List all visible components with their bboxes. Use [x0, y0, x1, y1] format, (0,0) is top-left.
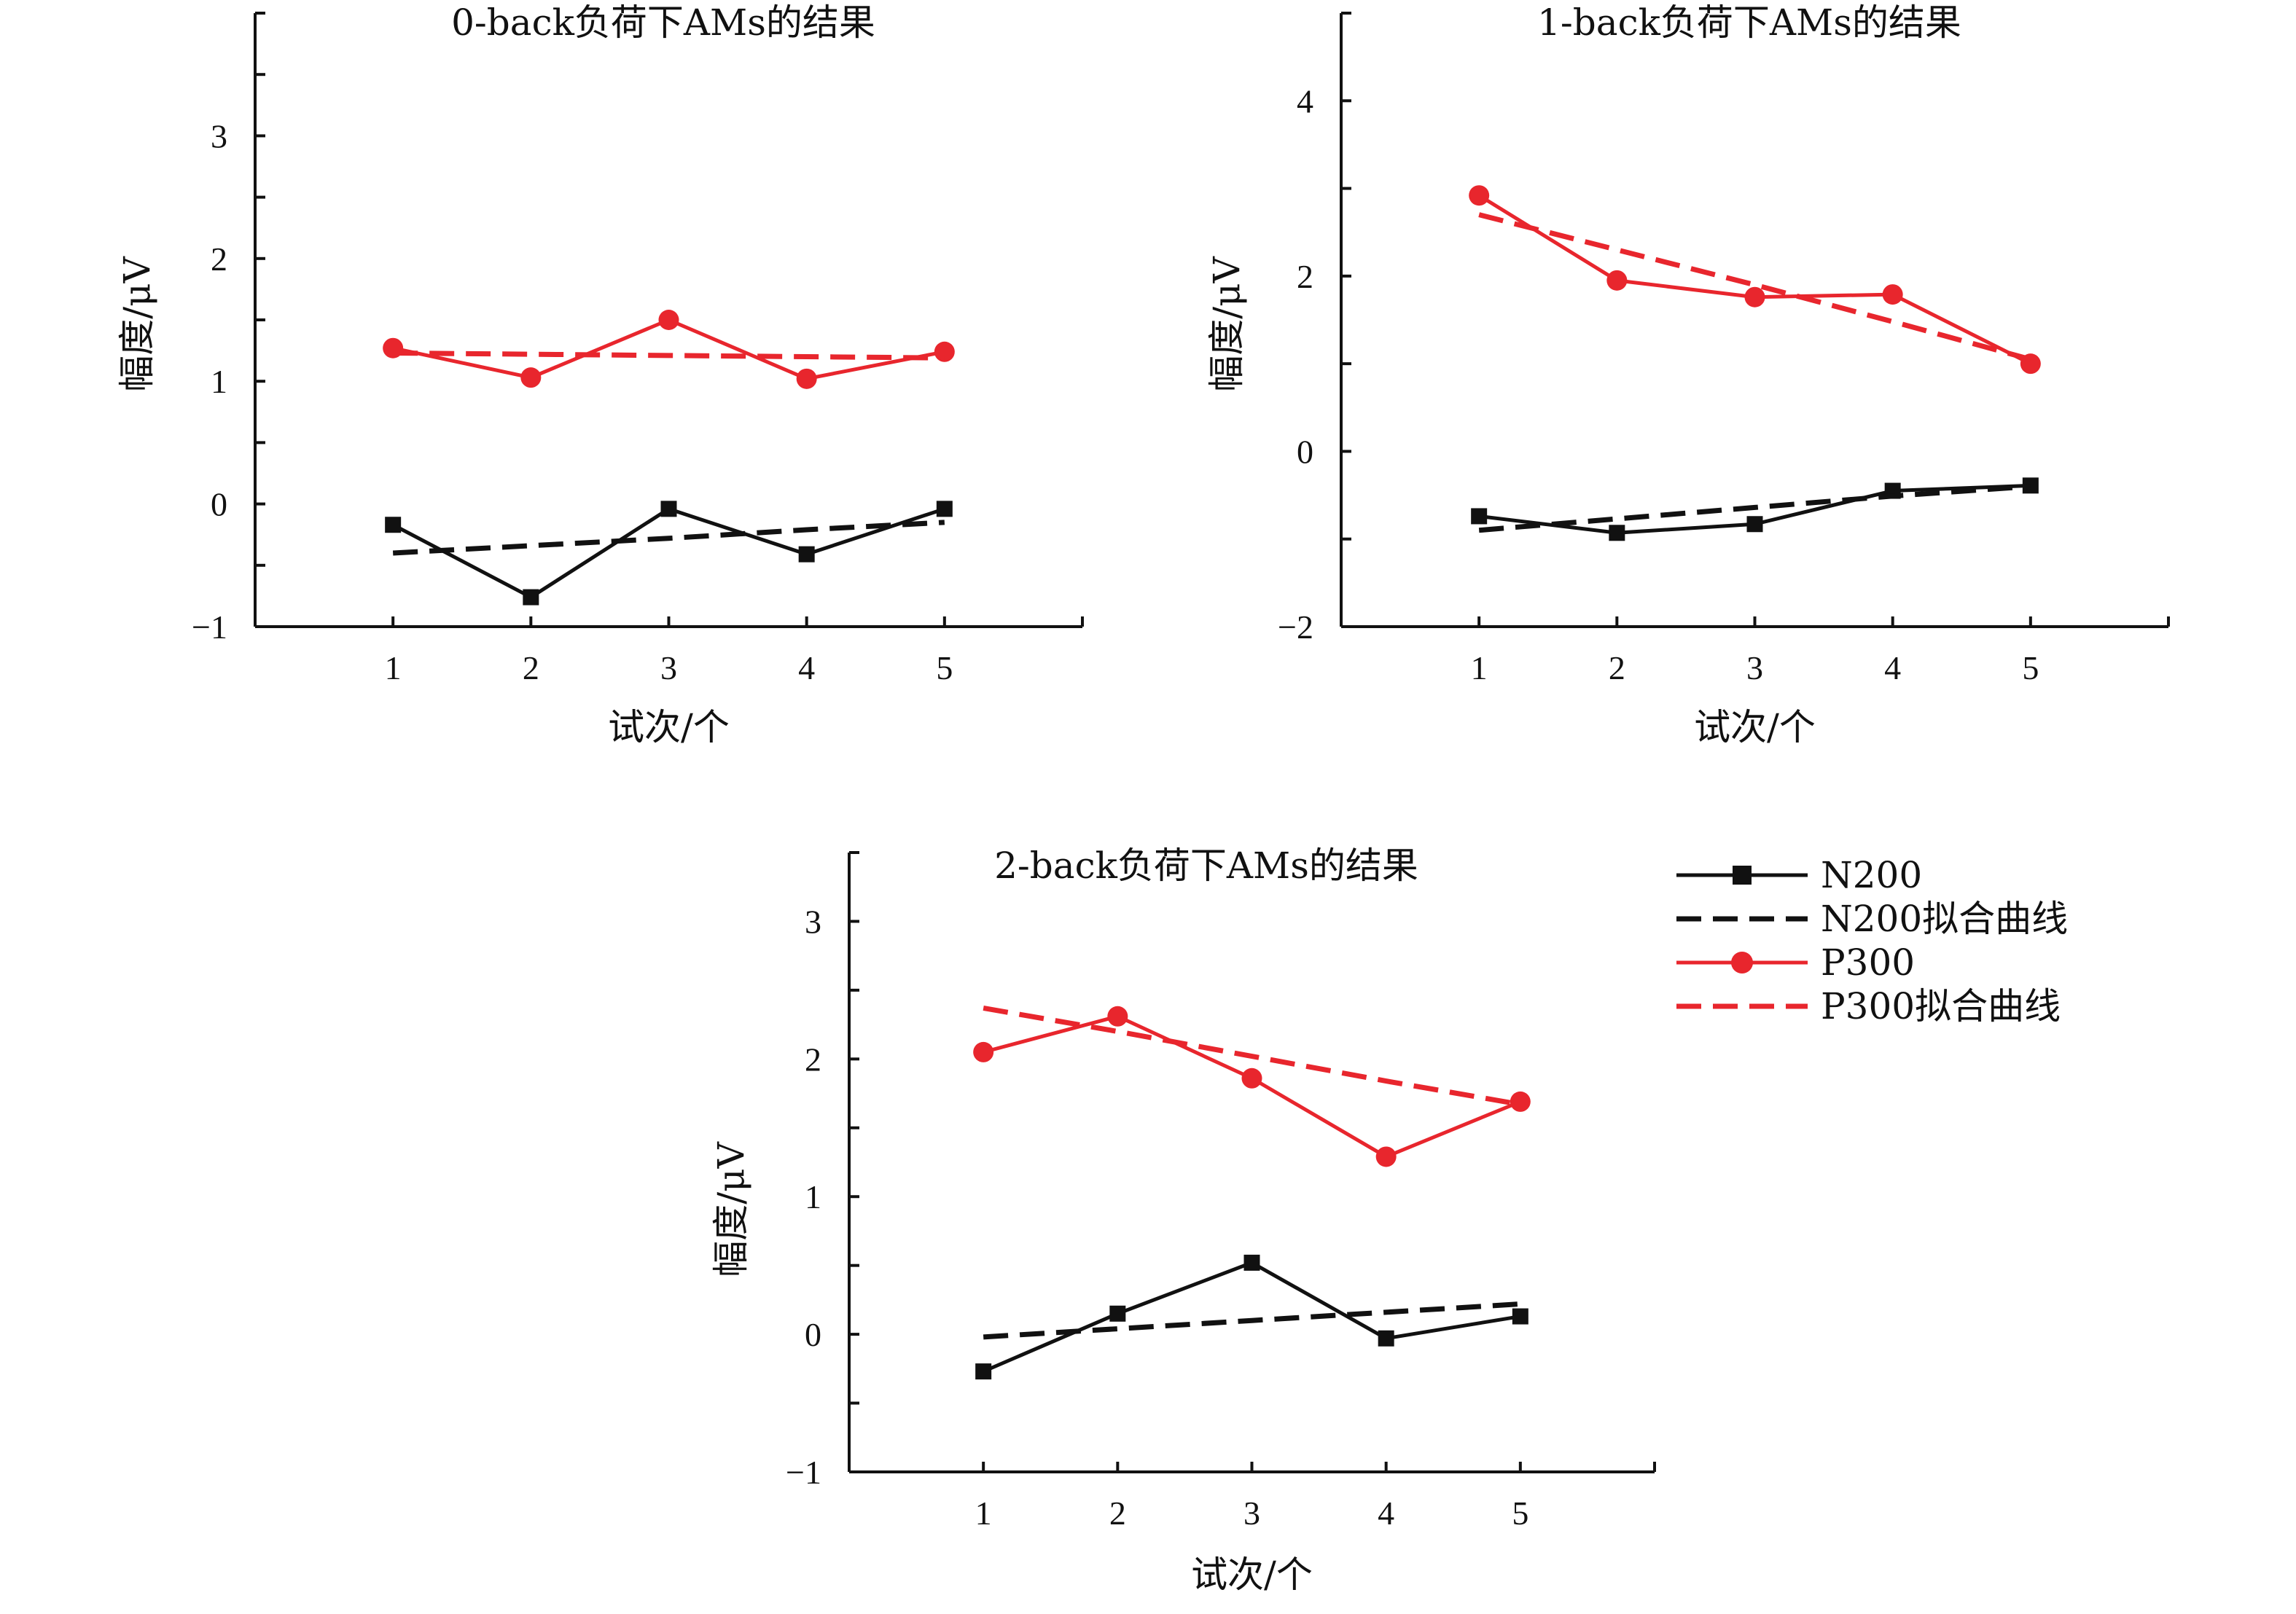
series-line-n200-fit [1478, 484, 2031, 533]
x-tick-label: 5 [936, 649, 953, 686]
legend-label-n200-fit: N200拟合曲线 [1821, 898, 2068, 940]
y-tick-label: 3 [211, 117, 227, 154]
chart-title: 1-back负荷下AMs的结果 [1537, 1, 1961, 44]
y-tick-label: 4 [1297, 82, 1313, 120]
data-point-p300 [1744, 286, 1765, 307]
x-tick-label: 3 [1243, 1494, 1260, 1532]
y-tick-label: −1 [786, 1454, 821, 1491]
data-point-p300 [520, 367, 542, 388]
x-tick-label: 4 [1378, 1494, 1394, 1532]
x-tick-label: 3 [660, 649, 677, 686]
data-point-p300 [796, 368, 817, 389]
x-tick-label: 2 [1109, 1494, 1126, 1532]
y-tick-label: 3 [805, 903, 821, 940]
data-point-p300 [1375, 1146, 1397, 1167]
series-line-p300-fit [1478, 212, 2031, 362]
data-point-n200 [798, 546, 815, 563]
y-tick-label: 0 [1297, 433, 1313, 470]
x-axis-title: 试次/个 [1191, 1554, 1313, 1596]
y-axis-title: 幅度/μV [1206, 256, 1248, 391]
legend-marker-circle [1731, 952, 1753, 974]
series-line-n200-fit [392, 520, 945, 556]
x-tick-label: 5 [2022, 649, 2039, 686]
data-point-p300 [1241, 1067, 1262, 1089]
data-point-n200 [385, 517, 402, 533]
x-tick-label: 1 [1471, 649, 1488, 686]
y-tick-label: 1 [211, 363, 227, 400]
x-tick-label: 4 [1884, 649, 1901, 686]
x-axis-title: 试次/个 [608, 706, 730, 748]
data-point-p300 [1469, 185, 1490, 206]
x-tick-label: 2 [523, 649, 539, 686]
x-tick-label: 4 [798, 649, 815, 686]
data-point-p300 [1606, 270, 1628, 291]
data-point-n200 [660, 501, 677, 517]
legend-item-p300-fit: P300拟合曲线 [1676, 985, 2061, 1027]
data-point-n200 [1471, 508, 1488, 525]
y-tick-label: 1 [805, 1178, 821, 1215]
data-point-p300 [1107, 1006, 1128, 1027]
legend-label-p300-fit: P300拟合曲线 [1821, 985, 2061, 1027]
legend-item-n200-fit: N200拟合曲线 [1676, 898, 2068, 940]
series-line-p300-fit [983, 1005, 1521, 1108]
y-tick-label: −2 [1278, 608, 1313, 646]
data-point-p300 [1510, 1091, 1531, 1112]
x-tick-label: 1 [385, 649, 402, 686]
data-point-n200 [1609, 525, 1625, 541]
legend-item-n200: N200 [1676, 854, 1922, 896]
data-point-p300 [973, 1041, 994, 1062]
y-tick-label: 0 [211, 486, 227, 523]
x-tick-label: 1 [975, 1494, 992, 1532]
y-tick-label: 2 [805, 1041, 821, 1078]
data-point-n200 [975, 1363, 992, 1380]
series-line-n200-fit [983, 1301, 1521, 1340]
y-tick-label: 0 [805, 1316, 821, 1353]
legend-marker-square [1733, 866, 1752, 885]
y-tick-label: 2 [1297, 258, 1313, 295]
x-tick-label: 2 [1609, 649, 1625, 686]
data-point-p300 [658, 310, 679, 330]
data-point-n200 [1243, 1254, 1260, 1271]
data-point-n200 [936, 501, 953, 517]
data-point-n200 [523, 589, 539, 606]
data-point-n200 [1746, 516, 1763, 533]
chart-title: 0-back负荷下AMs的结果 [451, 1, 875, 44]
y-axis-title: 幅度/μV [116, 256, 158, 391]
data-point-n200 [2022, 477, 2039, 494]
data-point-n200 [1109, 1305, 1126, 1322]
chart-title: 2-back负荷下AMs的结果 [994, 845, 1418, 887]
series-line-p300-fit [393, 350, 945, 361]
x-axis-title: 试次/个 [1694, 706, 1816, 748]
data-point-p300 [1882, 284, 1903, 305]
y-axis-title: 幅度/μV [710, 1141, 752, 1277]
series-line-n200 [983, 1261, 1521, 1374]
x-tick-label: 5 [1512, 1494, 1528, 1532]
y-tick-label: 2 [211, 240, 227, 278]
x-tick-label: 3 [1746, 649, 1763, 686]
series-line-n200 [392, 506, 945, 600]
data-point-n200 [1512, 1308, 1528, 1325]
data-point-n200 [1378, 1330, 1394, 1347]
y-tick-label: −1 [192, 608, 227, 646]
legend-label-p300: P300 [1821, 941, 1915, 984]
legend-label-n200: N200 [1821, 854, 1922, 896]
legend: N200 N200拟合曲线 P300 P300拟合曲线 [1676, 854, 2068, 1027]
data-point-p300 [934, 341, 955, 362]
legend-item-p300: P300 [1676, 941, 1915, 984]
